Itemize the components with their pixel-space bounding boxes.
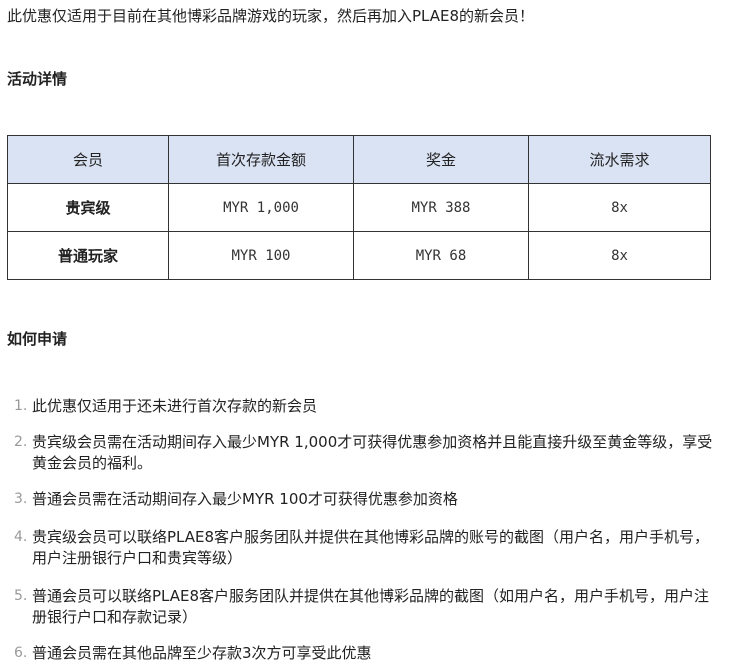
list-item: 6. 普通会员需在其他品牌至少存款3次方可享受此优惠	[14, 643, 719, 664]
cell-member: 贵宾级	[7, 183, 169, 232]
step-number: 2.	[14, 434, 28, 450]
header-bonus: 奖金	[353, 135, 529, 184]
header-member: 会员	[7, 135, 169, 184]
step-text: 普通会员可以联络PLAE8客户服务团队并提供在其他博彩品牌的截图（如用户名，用户…	[32, 587, 710, 626]
list-item: 2. 贵宾级会员需在活动期间存入最少MYR 1,000才可获得优惠参加资格并且能直…	[14, 432, 719, 474]
step-text: 贵宾级会员可以联络PLAE8客户服务团队并提供在其他博彩品牌的账号的截图（用户名…	[32, 528, 710, 567]
table-row: 贵宾级 MYR 1,000 MYR 388 8x	[7, 183, 711, 232]
intro-text: 此优惠仅适用于目前在其他博彩品牌游戏的玩家，然后再加入PLAE8的新会员！	[7, 7, 535, 25]
step-number: 4.	[14, 529, 28, 545]
apply-heading: 如何申请	[7, 330, 68, 348]
step-number: 6.	[14, 645, 28, 661]
list-item: 5. 普通会员可以联络PLAE8客户服务团队并提供在其他博彩品牌的截图（如用户名，…	[14, 586, 719, 628]
list-item: 3. 普通会员需在活动期间存入最少MYR 100才可获得优惠参加资格	[14, 489, 719, 510]
table-header-row: 会员 首次存款金额 奖金 流水需求	[7, 135, 711, 184]
cell-bonus: MYR 388	[353, 183, 529, 232]
step-text: 普通会员需在其他品牌至少存款3次方可享受此优惠	[32, 644, 372, 662]
list-item: 4. 贵宾级会员可以联络PLAE8客户服务团队并提供在其他博彩品牌的账号的截图（用…	[14, 527, 719, 569]
step-number: 1.	[14, 398, 28, 414]
header-turnover: 流水需求	[528, 135, 711, 184]
details-heading: 活动详情	[7, 70, 68, 88]
cell-bonus: MYR 68	[353, 231, 529, 280]
step-text: 贵宾级会员需在活动期间存入最少MYR 1,000才可获得优惠参加资格并且能直接升…	[32, 433, 713, 472]
cell-turnover: 8x	[528, 183, 711, 232]
step-number: 5.	[14, 588, 28, 604]
header-first-deposit: 首次存款金额	[168, 135, 354, 184]
step-text: 此优惠仅适用于还未进行首次存款的新会员	[32, 397, 318, 415]
step-number: 3.	[14, 491, 28, 507]
steps-list: 1. 此优惠仅适用于还未进行首次存款的新会员 2. 贵宾级会员需在活动期间存入最少M…	[0, 396, 719, 664]
cell-turnover: 8x	[528, 231, 711, 280]
cell-member: 普通玩家	[7, 231, 169, 280]
cell-deposit: MYR 100	[168, 231, 354, 280]
step-text: 普通会员需在活动期间存入最少MYR 100才可获得优惠参加资格	[32, 490, 458, 508]
list-item: 1. 此优惠仅适用于还未进行首次存款的新会员	[14, 396, 719, 417]
table-row: 普通玩家 MYR 100 MYR 68 8x	[7, 231, 711, 280]
cell-deposit: MYR 1,000	[168, 183, 354, 232]
bonus-table: 会员 首次存款金额 奖金 流水需求 贵宾级 MYR 1,000 MYR 388 …	[7, 135, 711, 280]
